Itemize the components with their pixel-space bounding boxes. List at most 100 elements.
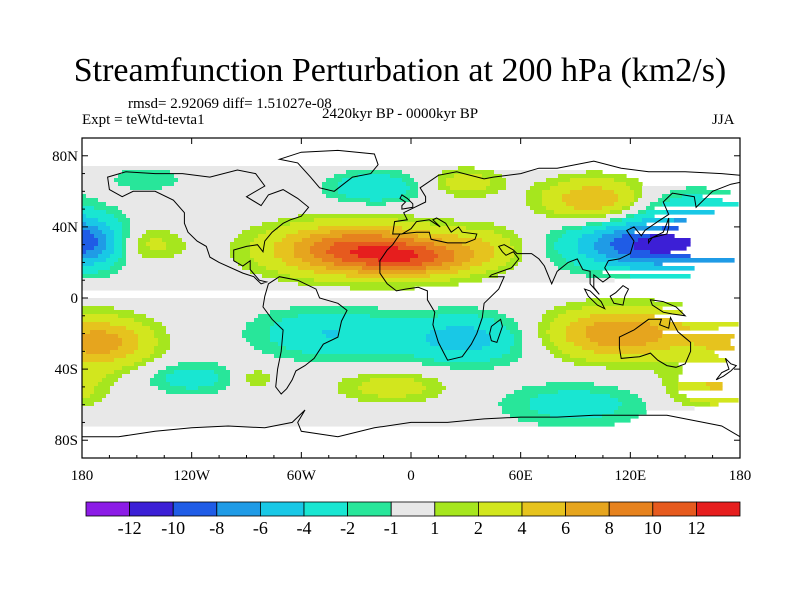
field-cell — [598, 342, 647, 347]
field-cell — [82, 178, 115, 183]
field-cell — [234, 258, 255, 263]
field-cell — [230, 382, 251, 387]
field-cell — [646, 206, 655, 211]
field-cell — [706, 382, 723, 387]
field-cell — [522, 346, 547, 351]
field-cell — [154, 350, 167, 355]
field-cell — [322, 186, 339, 191]
field-cell — [214, 370, 231, 375]
field-cell — [514, 334, 523, 339]
field-cell — [606, 214, 627, 219]
field-cell — [338, 386, 359, 391]
field-cell — [314, 218, 399, 223]
field-cell — [646, 406, 695, 411]
field-cell — [558, 390, 591, 395]
field-cell — [118, 258, 127, 263]
field-cell — [82, 390, 95, 395]
field-cell — [518, 322, 539, 327]
field-cell — [490, 242, 511, 247]
field-cell — [602, 186, 631, 191]
field-cell — [310, 262, 335, 267]
field-cell — [586, 274, 631, 279]
field-cell — [566, 338, 591, 343]
field-cell — [574, 362, 679, 367]
field-cell — [522, 258, 551, 263]
field-cell — [326, 194, 347, 199]
field-cell — [82, 174, 119, 179]
field-cell — [242, 330, 271, 335]
field-cell — [662, 334, 735, 339]
field-cell — [418, 186, 439, 191]
field-cell — [258, 262, 287, 267]
field-cell — [650, 234, 675, 239]
field-cell — [278, 226, 319, 231]
field-cell — [498, 190, 527, 195]
field-cell — [634, 198, 639, 203]
field-cell — [634, 246, 687, 251]
field-cell — [350, 250, 415, 255]
field-cell — [94, 402, 499, 407]
field-cell — [302, 258, 323, 263]
field-cell — [138, 242, 147, 247]
field-cell — [594, 246, 615, 251]
field-cell — [542, 342, 555, 347]
field-cell — [502, 410, 539, 415]
field-cell — [630, 226, 663, 231]
field-cell — [486, 330, 511, 335]
field-cell — [662, 378, 679, 383]
field-cell — [490, 258, 511, 263]
field-cell — [382, 198, 411, 203]
field-cell — [126, 214, 299, 219]
field-cell — [626, 222, 647, 227]
field-cell — [230, 250, 251, 255]
field-cell — [162, 186, 323, 191]
field-cell — [614, 202, 631, 207]
field-cell — [494, 230, 515, 235]
field-cell — [358, 398, 427, 403]
field-cell — [710, 386, 723, 391]
field-cell — [286, 234, 311, 239]
field-cell — [630, 274, 691, 279]
field-cell — [82, 318, 135, 323]
field-cell — [678, 382, 707, 387]
field-cell — [618, 198, 635, 203]
field-cell — [538, 326, 551, 331]
field-cell — [530, 206, 547, 211]
field-cell — [542, 314, 559, 319]
field-cell — [594, 382, 663, 387]
field-cell — [634, 194, 643, 199]
field-cell — [134, 350, 155, 355]
colorbar: -12 -10 -8 -6 -4 -2 -1 1 2 4 6 8 10 12 — [85, 501, 741, 538]
field-cell — [490, 178, 507, 183]
field-cell — [438, 178, 447, 183]
field-cell — [122, 366, 139, 371]
field-cell — [250, 270, 279, 275]
field-cell — [550, 334, 567, 339]
field-cell — [514, 230, 551, 235]
field-cell — [130, 222, 263, 227]
field-cell — [634, 242, 691, 247]
field-cell — [246, 378, 271, 383]
field-cell — [578, 242, 595, 247]
field-cell — [666, 386, 679, 391]
field-cell — [82, 170, 123, 175]
field-cell — [182, 238, 235, 243]
field-cell — [526, 190, 543, 195]
field-cell — [270, 374, 359, 379]
field-cell — [170, 334, 243, 339]
field-cell — [86, 222, 107, 227]
field-cell — [562, 194, 619, 199]
field-cell — [338, 330, 431, 335]
field-cell — [610, 242, 635, 247]
field-cell — [82, 270, 99, 275]
field-cell — [522, 330, 539, 335]
field-cell — [310, 246, 331, 251]
field-cell — [82, 302, 567, 307]
field-cell — [562, 198, 619, 203]
field-cell — [362, 390, 423, 395]
field-cell — [538, 322, 551, 327]
field-cell — [510, 362, 575, 367]
field-cell — [670, 346, 707, 351]
field-cell — [82, 206, 95, 211]
